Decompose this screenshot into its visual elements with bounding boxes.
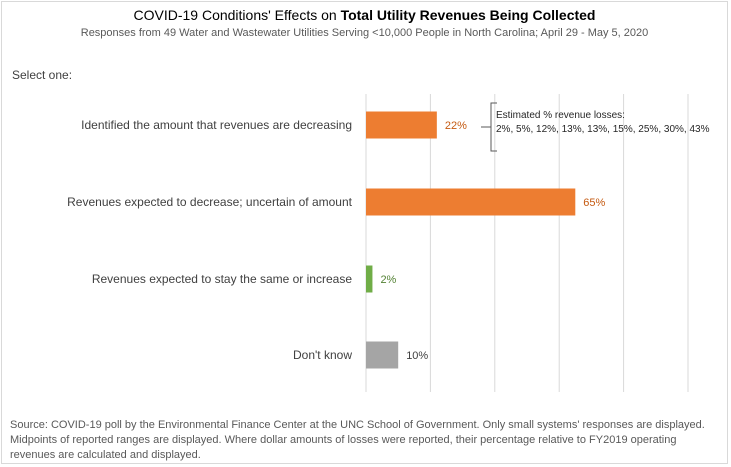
value-labels: 22% 65% 2% 10% bbox=[380, 120, 605, 362]
annotation-heading: Estimated % revenue losses: bbox=[496, 110, 625, 121]
annotation-text: 2%, 5%, 12%, 13%, 13%, 15%, 25%, 30%, 43… bbox=[496, 124, 710, 135]
bar-3 bbox=[366, 341, 399, 369]
annotation: Estimated % revenue losses: 2%, 5%, 12%, … bbox=[481, 102, 710, 152]
select-one-label: Select one: bbox=[12, 68, 73, 82]
annotation-bracket bbox=[490, 102, 497, 152]
category-label-2: Revenues expected to stay the same or in… bbox=[92, 272, 352, 286]
chart-subtitle: Responses from 49 Water and Wastewater U… bbox=[80, 27, 649, 39]
source-footnote: Source: COVID-19 poll by the Environment… bbox=[10, 419, 705, 461]
category-labels: Identified the amount that revenues are … bbox=[67, 118, 353, 362]
value-label-3: 10% bbox=[406, 350, 428, 362]
category-label-0: Identified the amount that revenues are … bbox=[81, 118, 352, 132]
chart-title: COVID-19 Conditions' Effects on Total Ut… bbox=[133, 7, 596, 23]
gridlines bbox=[365, 94, 689, 392]
category-label-3: Don't know bbox=[293, 348, 352, 362]
value-label-0: 22% bbox=[445, 120, 467, 132]
bars bbox=[366, 111, 576, 369]
bar-0 bbox=[366, 111, 437, 139]
category-label-1: Revenues expected to decrease; uncertain… bbox=[67, 195, 353, 209]
bar-2 bbox=[366, 265, 373, 293]
bar-1 bbox=[366, 188, 576, 216]
value-label-1: 65% bbox=[583, 197, 605, 209]
value-label-2: 2% bbox=[380, 274, 396, 286]
